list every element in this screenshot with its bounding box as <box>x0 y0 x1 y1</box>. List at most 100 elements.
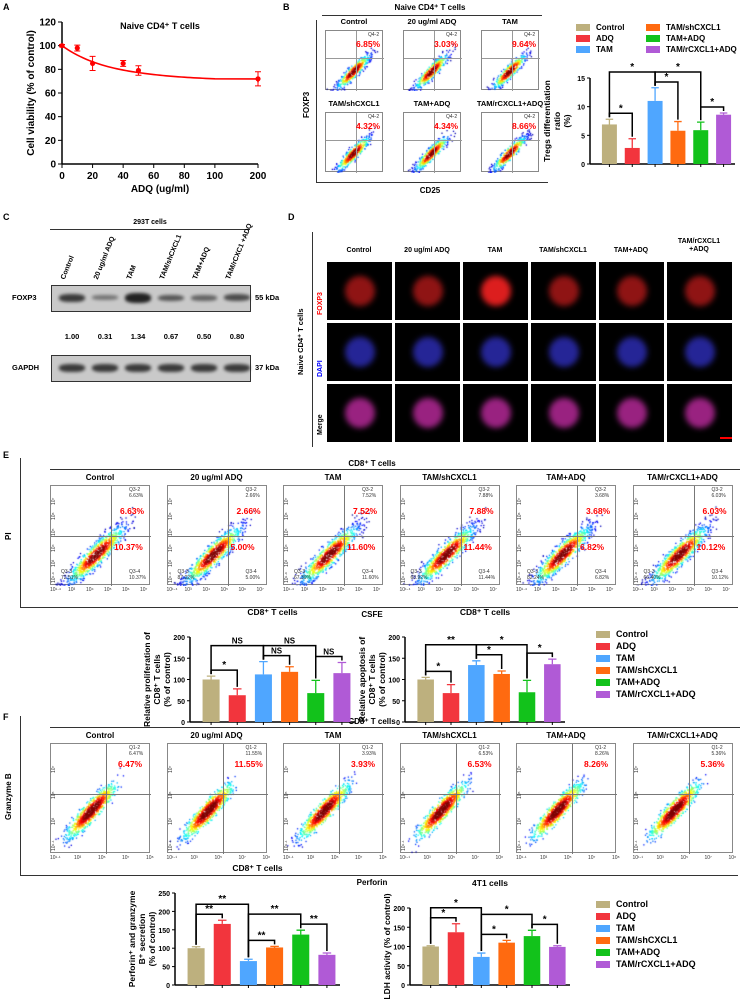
y-axis-label-line: (%) <box>562 114 572 127</box>
x-axis-label: CSFE <box>361 610 383 619</box>
y-tick-label: 10³ <box>51 817 57 825</box>
y-axis-label-line: B⁺ secretion <box>137 914 147 965</box>
legend-item: Control <box>576 24 624 32</box>
legend-item: TAM/rCXCL1+ADQ <box>596 960 696 969</box>
y-tick-label: 10⁵ <box>51 528 57 536</box>
band <box>59 364 85 372</box>
y-tick-label: 10¹·⁶ <box>633 572 640 583</box>
y-tick-label: 5 <box>581 133 585 140</box>
legend-swatch <box>596 901 610 909</box>
cell <box>481 337 511 367</box>
gate-line <box>482 140 540 141</box>
row-label: Merge <box>317 414 324 435</box>
flow-plot-title: 20 ug/ml ADQ <box>190 731 243 740</box>
x-tick-label: 10³ <box>417 587 425 593</box>
upper-right-percent: 5.36% <box>700 759 725 769</box>
legend-label: TAM <box>616 923 635 933</box>
quadrant-percent: 6.85% <box>356 39 381 49</box>
gate-line <box>572 744 573 854</box>
legend-item: TAM/shCXCL1 <box>596 936 677 945</box>
band-ratio: 0.67 <box>163 332 179 341</box>
micrograph <box>531 323 596 381</box>
bar-tam-rcxcl1-adq <box>333 673 351 722</box>
significance-label: * <box>710 97 714 108</box>
y-axis-label-line: Tregs differentiation <box>542 80 552 162</box>
gate-value: 10.37% <box>129 575 146 581</box>
y-tick-label: 100 <box>158 946 170 953</box>
micrograph <box>327 384 392 442</box>
error-bar <box>605 118 614 125</box>
blot-gapdh <box>51 355 251 382</box>
y-tick-label: 10³ <box>400 560 407 568</box>
y-tick-label: 0 <box>166 983 170 990</box>
legend-item: TAM/shCXCL1 <box>596 666 677 675</box>
legend-swatch <box>646 35 660 43</box>
y-tick-label: 50 <box>162 965 170 972</box>
micrograph <box>599 262 664 320</box>
gate-value: 6.82% <box>595 575 610 581</box>
x-tick-label: 20 <box>87 171 99 182</box>
significance-label: ** <box>218 894 226 905</box>
band <box>191 364 217 372</box>
x-tick-label: 10³ <box>656 855 664 861</box>
significance-label: NS <box>271 647 283 656</box>
x-tick-label: 10³ <box>74 855 82 861</box>
gate-name: Q4-2 <box>446 114 458 120</box>
band-ratio: 1.34 <box>130 332 146 341</box>
y-tick-label: 10⁷ <box>167 765 174 773</box>
gate-name: Q3-4 <box>478 569 490 575</box>
micrograph <box>395 262 460 320</box>
legend-item: TAM <box>576 46 613 54</box>
legend-swatch <box>596 667 610 675</box>
legend-swatch <box>596 925 610 933</box>
column-header: Control <box>346 247 372 254</box>
error-bar <box>719 112 728 115</box>
legend-swatch <box>596 679 610 687</box>
y-axis-label: Granzyme B <box>4 773 13 820</box>
error-bar <box>472 660 481 666</box>
cell <box>549 398 579 428</box>
gate-value: 6.53% <box>478 751 493 757</box>
gate-line <box>356 31 357 91</box>
y-tick-label: 10⁶ <box>633 512 640 521</box>
x-tick-label: 10¹·¹ <box>399 855 411 861</box>
lane-label: TAM/rCXC1 +ADQ <box>225 222 254 281</box>
bar-tam-rcxcl1-adq <box>549 946 566 985</box>
cell <box>413 398 443 428</box>
legend-label: TAM/shCXCL1 <box>666 23 721 32</box>
column-header: 20 ug/ml ADQ <box>404 247 450 254</box>
significance-bracket <box>315 655 343 679</box>
significance-label: ** <box>447 635 455 646</box>
flow-plot-title: Control <box>340 17 368 26</box>
x-tick-label: 10⁴ <box>202 587 211 593</box>
error-bar <box>421 676 430 680</box>
x-tick-label: 10⁵ <box>453 587 462 593</box>
x-tick-label: 10¹·¹ <box>632 855 644 861</box>
x-tick-label: 10⁵ <box>214 855 223 861</box>
gate-value: 8.26% <box>595 751 610 757</box>
significance-bracket <box>247 913 302 958</box>
bar-tam-shcxcl1 <box>281 671 299 722</box>
y-tick-label: 150 <box>158 928 170 935</box>
gate-value: 87.02% <box>177 575 195 581</box>
cell <box>549 337 579 367</box>
band-ratio: 0.50 <box>196 332 212 341</box>
flow-plot: 10¹·⁶ 10³ 10⁴ 10⁵ 10⁶ 10⁷ Q3-2 6.63% Q3-3 72.51% Q… <box>50 485 151 586</box>
y-tick-label: 10⁶ <box>284 512 290 521</box>
error-bar <box>259 661 268 675</box>
lower-right-percent: 10.12% <box>696 542 726 552</box>
y-tick-label: 10⁷ <box>400 497 407 505</box>
micrograph <box>599 323 664 381</box>
bar-tam <box>647 100 663 164</box>
bar-tam-shcxcl1 <box>498 942 515 985</box>
x-tick-label: 10¹·⁴ <box>283 587 295 593</box>
y-axis-label-line: (% of control) <box>147 911 157 966</box>
significance-bracket <box>654 71 702 121</box>
bar-tam-rcxcl1-adq <box>716 114 732 164</box>
flow-plot-title: TAM <box>324 731 342 740</box>
error-bar <box>426 945 435 947</box>
y-tick-label: 100 <box>388 678 400 685</box>
flow-density-dots <box>633 744 734 854</box>
gate-name: Q4-2 <box>368 32 380 38</box>
flow-plot-title: TAM/rCXCL1+ADQ <box>647 731 718 740</box>
